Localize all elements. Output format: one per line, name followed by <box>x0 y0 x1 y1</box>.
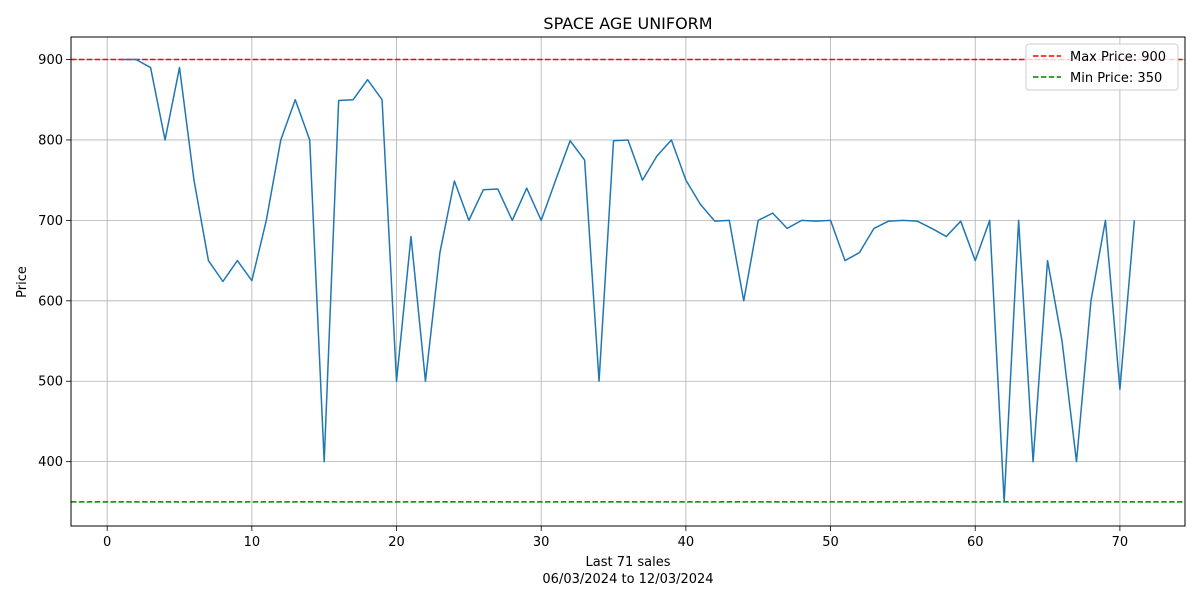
x-axis-label: Last 71 sales <box>585 555 670 570</box>
x-tick-label: 60 <box>967 535 984 550</box>
plot-frame <box>70 36 1186 527</box>
series-layer <box>121 58 1136 503</box>
legend: Max Price: 900 Min Price: 350 <box>1025 43 1179 91</box>
price-series-line <box>121 58 1136 503</box>
x-axis-date-range: 06/03/2024 to 12/03/2024 <box>542 572 713 587</box>
y-tick-label: 600 <box>38 294 63 309</box>
y-tick-label: 700 <box>38 214 63 229</box>
y-axis-ticks: 400 500 600 700 800 900 <box>38 53 71 470</box>
x-tick-label: 50 <box>822 535 839 550</box>
x-tick-label: 20 <box>388 535 405 550</box>
y-tick-label: 400 <box>38 455 63 470</box>
x-tick-label: 30 <box>533 535 550 550</box>
plot-area <box>71 37 1185 526</box>
legend-box <box>1025 43 1179 91</box>
y-tick-label: 800 <box>38 133 63 148</box>
x-tick-label: 10 <box>244 535 261 550</box>
y-tick-label: 900 <box>38 53 63 68</box>
y-tick-label: 500 <box>38 375 63 390</box>
chart-title: SPACE AGE UNIFORM <box>543 14 712 33</box>
x-tick-label: 70 <box>1112 535 1129 550</box>
legend-label-min: Min Price: 350 <box>1070 71 1162 86</box>
legend-label-max: Max Price: 900 <box>1070 50 1166 65</box>
x-axis-ticks: 0 10 20 30 40 50 60 70 <box>103 526 1128 550</box>
x-tick-label: 0 <box>103 535 111 550</box>
x-tick-label: 40 <box>678 535 695 550</box>
y-axis-label: Price <box>15 266 30 298</box>
reference-lines <box>71 58 1185 503</box>
